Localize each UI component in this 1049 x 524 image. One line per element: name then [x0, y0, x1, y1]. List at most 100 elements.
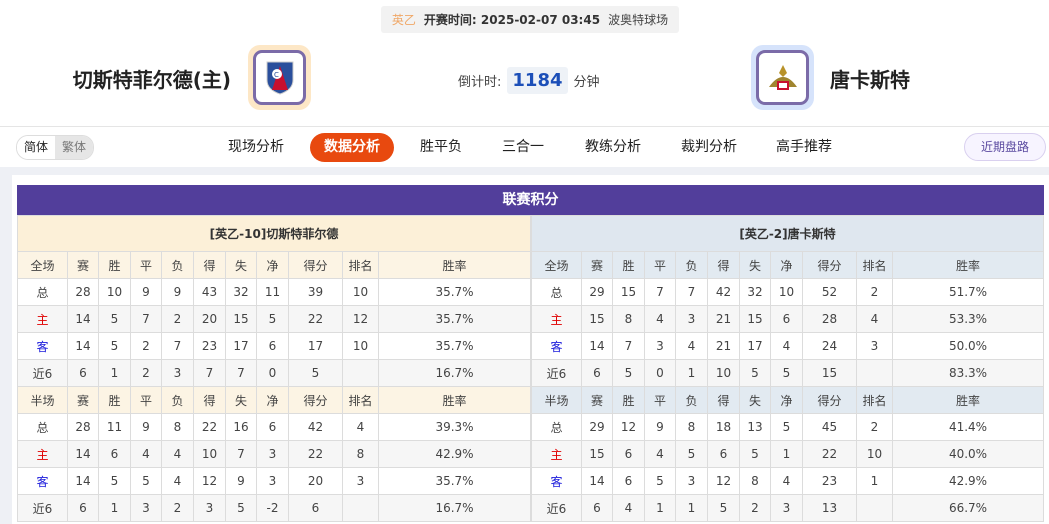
tab-expert-picks[interactable]: 高手推荐	[776, 139, 832, 155]
table-cell: 3	[644, 332, 676, 360]
table-cell: 7	[193, 359, 226, 387]
table-cell: 6	[612, 467, 645, 495]
table-cell: 0	[644, 359, 676, 387]
column-header: 半场	[531, 386, 582, 414]
table-row: 客 14 6 5 3 12 8 4 23 1 42.9%	[531, 467, 1044, 495]
table-row: 近6 6 1 3 2 3 5 -2 6 16.7%	[17, 494, 531, 522]
table-cell: 5	[130, 467, 162, 495]
table-row: 总 28 11 9 8 22 16 6 42 4 39.3%	[17, 413, 531, 441]
table-cell: 83.3%	[892, 359, 1044, 387]
home-team-label: [英乙-10]切斯特菲尔德	[17, 215, 531, 252]
row-label: 主	[531, 305, 582, 333]
countdown: 倒计时: 1184 分钟	[458, 67, 600, 94]
table-cell: 18	[707, 413, 740, 441]
table-cell: 5	[98, 467, 131, 495]
column-header: 胜率	[892, 386, 1044, 414]
column-header: 得分	[802, 251, 857, 279]
column-header: 得分	[288, 386, 343, 414]
column-header: 负	[675, 386, 708, 414]
column-header: 负	[161, 386, 194, 414]
row-label: 近6	[17, 494, 68, 522]
table-cell: 2	[161, 305, 194, 333]
match-info: 英乙 开赛时间: 2025-02-07 03:45 波奥特球场	[381, 6, 679, 33]
home-team-logo[interactable]: C	[248, 45, 311, 110]
away-team-name[interactable]: 唐卡斯特	[830, 68, 910, 92]
column-header: 得	[193, 251, 226, 279]
column-header: 赛	[67, 386, 99, 414]
column-header: 平	[130, 386, 162, 414]
table-cell: 32	[225, 278, 257, 306]
away-team-logo[interactable]	[751, 45, 814, 110]
table-cell: 7	[225, 440, 257, 468]
kickoff-time-label: 开赛时间:	[423, 13, 477, 27]
column-header: 赛	[581, 386, 613, 414]
tab-live-analysis[interactable]: 现场分析	[228, 139, 284, 155]
table-cell: 1	[98, 359, 131, 387]
column-header: 排名	[856, 251, 893, 279]
countdown-label: 倒计时:	[458, 75, 502, 90]
recent-odds-button[interactable]: 近期盘路	[964, 133, 1046, 161]
table-cell: 22	[802, 440, 857, 468]
table-cell: 35.7%	[378, 467, 531, 495]
column-header: 得	[707, 386, 740, 414]
table-cell: 16.7%	[378, 494, 531, 522]
table-cell: 35.7%	[378, 278, 531, 306]
tab-win-draw-lose[interactable]: 胜平负	[420, 139, 462, 155]
lang-traditional[interactable]: 繁体	[55, 136, 94, 159]
row-label: 近6	[17, 359, 68, 387]
table-row: 总 29 15 7 7 42 32 10 52 2 51.7%	[531, 278, 1044, 306]
table-cell: 20	[193, 305, 226, 333]
tab-referee-analysis[interactable]: 裁判分析	[681, 139, 737, 155]
table-cell: 13	[739, 413, 771, 441]
league-label[interactable]: 英乙	[391, 13, 416, 27]
tab-three-in-one[interactable]: 三合一	[502, 139, 544, 155]
table-cell: 6	[67, 359, 99, 387]
table-cell: 22	[288, 305, 343, 333]
row-label: 主	[17, 440, 68, 468]
table-row: 近6 6 1 2 3 7 7 0 5 16.7%	[17, 359, 531, 387]
table-cell: 7	[675, 278, 708, 306]
table-cell: 17	[225, 332, 257, 360]
table-cell: 6	[67, 494, 99, 522]
table-cell: 7	[612, 332, 645, 360]
away-crest-icon	[768, 64, 797, 90]
lang-simplified[interactable]: 简体	[17, 136, 56, 159]
table-cell: 29	[581, 413, 613, 441]
table-cell: 23	[193, 332, 226, 360]
table-cell: 16.7%	[378, 359, 531, 387]
column-header: 全场	[531, 251, 582, 279]
column-header: 胜	[98, 251, 131, 279]
table-cell: 4	[644, 440, 676, 468]
table-row: 总 29 12 9 8 18 13 5 45 2 41.4%	[531, 413, 1044, 441]
column-header: 失	[225, 386, 257, 414]
row-label: 总	[531, 278, 582, 306]
column-header: 净	[256, 251, 289, 279]
column-header: 赛	[581, 251, 613, 279]
row-label: 总	[531, 413, 582, 441]
table-row: 客 14 5 5 4 12 9 3 20 3 35.7%	[17, 467, 531, 495]
kickoff-label: 开赛时间: 2025-02-07 03:45	[424, 11, 600, 28]
table-cell: 35.7%	[378, 332, 531, 360]
home-team-name[interactable]: 切斯特菲尔德(主)	[72, 68, 231, 92]
table-cell: 6	[98, 440, 131, 468]
table-cell: 9	[130, 413, 162, 441]
column-header: 半场	[17, 386, 68, 414]
table-cell: 21	[707, 332, 740, 360]
table-cell: 3	[193, 494, 226, 522]
away-team-label: [英乙-2]唐卡斯特	[531, 215, 1044, 252]
table-cell: 5	[707, 494, 740, 522]
table-cell: 12	[612, 413, 645, 441]
tab-data-analysis[interactable]: 数据分析	[310, 133, 394, 162]
table-cell: 15	[802, 359, 857, 387]
table-cell: 3	[256, 440, 289, 468]
table-cell: 40.0%	[892, 440, 1044, 468]
column-header: 胜率	[378, 386, 531, 414]
table-cell: 39.3%	[378, 413, 531, 441]
table-cell: 28	[67, 278, 99, 306]
table-cell: 3	[675, 305, 708, 333]
table-cell: 9	[644, 413, 676, 441]
table-cell: 5	[770, 413, 803, 441]
table-cell: 6	[770, 305, 803, 333]
column-header: 负	[675, 251, 708, 279]
tab-coach-analysis[interactable]: 教练分析	[585, 139, 641, 155]
